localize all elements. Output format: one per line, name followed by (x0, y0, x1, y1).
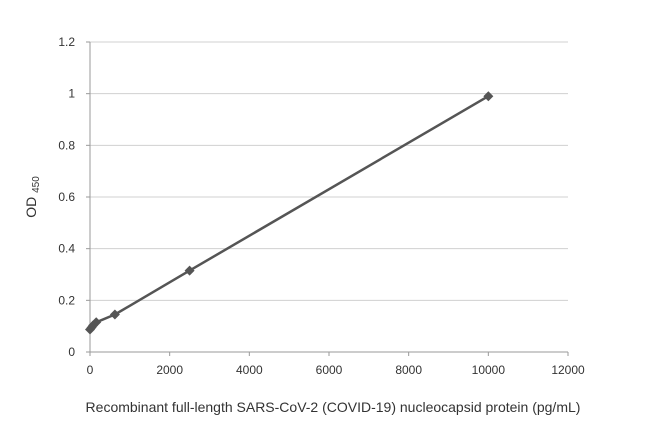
y-tick-label: 0 (68, 345, 75, 359)
data-point-marker (91, 317, 102, 328)
y-tick-label: 0.4 (58, 242, 75, 256)
x-tick-label: 4000 (236, 363, 263, 377)
data-point-marker (109, 309, 120, 320)
y-tick-label: 1 (68, 87, 75, 101)
x-tick-label: 2000 (156, 363, 183, 377)
x-tick-label: 0 (87, 363, 94, 377)
y-tick-label: 1.2 (58, 35, 75, 49)
x-tick-label: 6000 (316, 363, 343, 377)
grid-layer (90, 41, 568, 301)
series-layer (85, 91, 494, 335)
y-tick-label: 0.8 (58, 138, 75, 152)
y-axis-title-main: OD (23, 193, 39, 218)
y-axis-title: OD 450 (23, 176, 42, 218)
data-point-marker (483, 91, 494, 102)
y-tick-label: 0.2 (58, 293, 75, 307)
y-tick-label: 0.6 (58, 190, 75, 204)
x-tick-label: 12000 (551, 363, 585, 377)
x-tick-label: 10000 (472, 363, 506, 377)
y-axis-title-subscript: 450 (31, 176, 42, 193)
series-line (89, 95, 489, 331)
x-tick-label: 8000 (395, 363, 422, 377)
label-layer: 0 0.2 0.4 0.6 0.8 1 1.2 0 2000 4000 6000 8000 10000 1… (23, 35, 585, 415)
data-point-marker (184, 265, 195, 276)
x-axis-title: Recombinant full-length SARS-CoV-2 (COVI… (86, 399, 581, 415)
axis-layer (86, 41, 569, 356)
